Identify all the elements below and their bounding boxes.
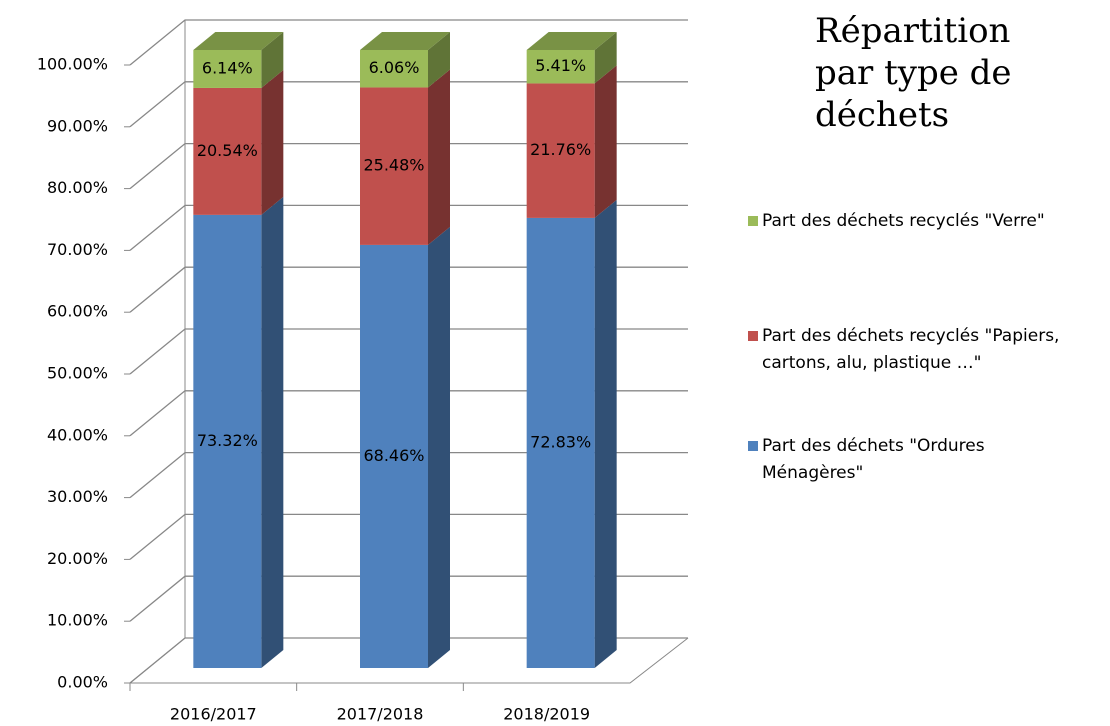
- bar: [193, 214, 262, 669]
- grid-line: [129, 390, 688, 437]
- legend-entry: Part des déchets recyclés "Verre": [748, 208, 1062, 235]
- legend-label: Part des déchets "Ordures Ménagères": [762, 436, 985, 483]
- bar: [360, 87, 428, 245]
- bar-side: [261, 196, 284, 669]
- bar: [526, 50, 595, 84]
- legend-swatch: [748, 331, 758, 341]
- legend-entry: Part des déchets "Ordures Ménagères": [748, 433, 1062, 487]
- bar: [360, 244, 428, 668]
- y-tick-label: 50.00%: [47, 364, 108, 383]
- bar-top: [193, 32, 284, 50]
- legend-swatch: [748, 216, 758, 226]
- grid-line: [129, 204, 688, 251]
- data-label: 21.76%: [530, 140, 591, 159]
- data-label: 25.48%: [363, 156, 424, 175]
- y-tick-label: 20.00%: [47, 549, 108, 568]
- legend-label: Part des déchets recyclés "Verre": [762, 211, 1045, 231]
- data-label: 68.46%: [363, 446, 424, 465]
- bar-side: [261, 32, 284, 88]
- bar-top: [526, 32, 617, 50]
- legend-entry: Part des déchets recyclés "Papiers, cart…: [748, 323, 1110, 377]
- data-label: 72.83%: [530, 432, 591, 451]
- bar-side: [261, 69, 284, 215]
- legend-swatch: [748, 441, 758, 451]
- bar-side: [428, 69, 450, 245]
- data-label: 6.14%: [202, 58, 253, 77]
- bar-side: [428, 226, 450, 668]
- x-tick-label: 2016/2017: [170, 705, 257, 724]
- grid-line: [129, 266, 688, 313]
- chart-title: Répartition par type de déchets: [815, 11, 1012, 135]
- y-tick-label: 10.00%: [47, 611, 108, 630]
- y-tick-label: 40.00%: [47, 425, 108, 444]
- bar: [193, 50, 262, 88]
- grid-line: [129, 513, 688, 560]
- bar-side: [428, 32, 450, 88]
- grid-line: [129, 142, 688, 190]
- grid-line: [129, 328, 688, 375]
- grid-line: [129, 81, 688, 128]
- bar-top: [360, 32, 450, 50]
- data-label: 20.54%: [197, 141, 258, 160]
- legend-label: Part des déchets recyclés "Papiers, cart…: [762, 326, 1060, 373]
- y-tick-label: 30.00%: [47, 487, 108, 506]
- bar: [193, 87, 262, 215]
- data-label: 6.06%: [369, 58, 420, 77]
- y-tick-label: 70.00%: [47, 240, 108, 259]
- data-label: 73.32%: [197, 431, 258, 450]
- bar-side: [594, 65, 617, 218]
- grid-line: [129, 637, 688, 684]
- y-tick-label: 80.00%: [47, 178, 108, 197]
- grid-line: [129, 19, 688, 66]
- x-tick-label: 2018/2019: [503, 705, 590, 724]
- bar: [526, 217, 595, 669]
- y-tick-label: 0.00%: [57, 673, 108, 692]
- grid-line: [129, 575, 688, 622]
- bar: [360, 50, 428, 88]
- bar-side: [594, 32, 617, 84]
- y-tick-label: 100.00%: [37, 55, 108, 74]
- y-tick-label: 60.00%: [47, 302, 108, 321]
- data-label: 5.41%: [535, 56, 586, 75]
- bar-side: [594, 199, 617, 669]
- bar: [526, 83, 595, 218]
- grid-line: [129, 451, 688, 499]
- y-tick-label: 90.00%: [47, 116, 108, 135]
- x-tick-label: 2017/2018: [337, 705, 424, 724]
